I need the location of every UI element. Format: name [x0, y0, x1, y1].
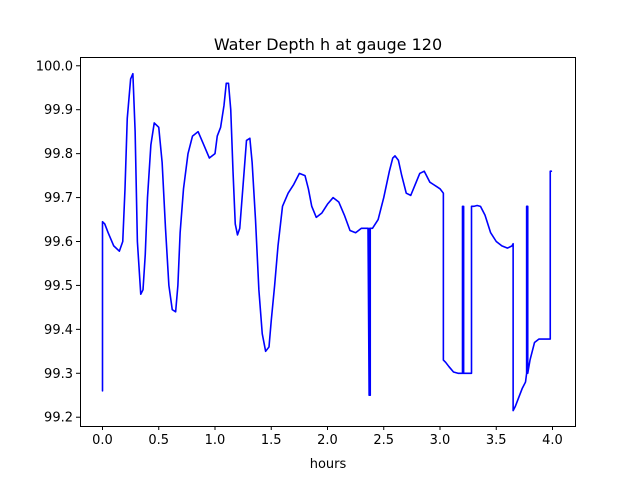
x-tick-label: 0.0	[92, 433, 113, 448]
x-axis-title: hours	[310, 457, 347, 472]
axes-frame	[80, 57, 576, 427]
x-tick-label: 0.5	[148, 433, 169, 448]
x-tick-label: 2.5	[373, 433, 394, 448]
chart-title: Water Depth h at gauge 120	[214, 35, 442, 54]
x-axis: 0.0 0.5 1.0 1.5 2.0 2.5 3.0 3.5 4.0	[92, 426, 563, 448]
y-tick-label: 100.0	[36, 59, 73, 74]
y-tick-label: 99.8	[44, 147, 73, 162]
y-tick-label: 99.4	[44, 323, 73, 338]
x-tick-label: 2.0	[317, 433, 338, 448]
x-tick-label: 3.5	[486, 433, 507, 448]
y-tick-label: 99.3	[44, 367, 73, 382]
series-line-0	[101, 72, 553, 412]
y-axis: 99.2 99.3 99.4 99.5 99.6 99.7 99.8 99.9 100.0	[36, 59, 80, 426]
y-tick-label: 99.7	[44, 191, 73, 206]
x-tick-label: 3.0	[430, 433, 451, 448]
y-tick-label: 99.5	[44, 279, 73, 294]
y-tick-label: 99.6	[44, 235, 73, 250]
y-tick-label: 99.9	[44, 103, 73, 118]
x-tick-label: 4.0	[542, 433, 563, 448]
plot-area	[101, 72, 553, 412]
x-tick-label: 1.0	[205, 433, 226, 448]
x-tick-label: 1.5	[261, 433, 282, 448]
y-tick-label: 99.2	[44, 411, 73, 426]
